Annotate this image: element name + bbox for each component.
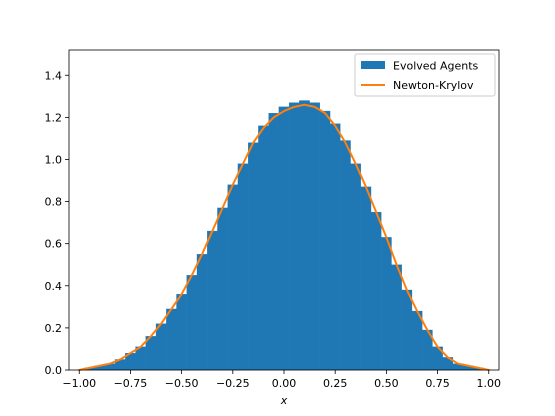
y-tick-label: 0.0 <box>45 364 63 377</box>
line-series-layer <box>78 103 490 371</box>
x-axis-label: x <box>280 394 288 407</box>
histogram-bar <box>176 294 187 371</box>
x-tick-label: 0.25 <box>323 377 348 390</box>
histogram-bar <box>155 323 167 371</box>
histogram-bar <box>381 237 392 371</box>
x-tick-label: −1.00 <box>62 377 96 390</box>
y-tick-label: 1.4 <box>45 69 63 82</box>
histogram-bar <box>237 163 249 371</box>
histogram-bar <box>227 184 239 371</box>
histogram-bar <box>248 142 259 371</box>
ticks: −1.00 −0.75 −0.50 −0.25 0.00 0.25 0.50 0.75 1.00… <box>45 69 502 390</box>
histogram-bar <box>391 264 402 371</box>
legend-label-evolved-agents: Evolved Agents <box>393 60 479 73</box>
legend: Evolved Agents Newton-Krylov <box>354 53 496 97</box>
histogram-bar <box>217 207 228 371</box>
histogram-bar <box>319 110 331 371</box>
y-tick-label: 1.2 <box>45 111 63 124</box>
histogram-bar <box>329 123 341 371</box>
y-tick-label: 0.8 <box>45 196 63 209</box>
histogram-bar <box>166 308 177 371</box>
x-tick-label: 1.00 <box>477 377 502 390</box>
histogram-bar <box>268 113 280 371</box>
histogram-bar <box>411 310 423 371</box>
histogram-bar <box>370 211 382 371</box>
x-tick-label: −0.75 <box>114 377 148 390</box>
y-tick-label: 1.0 <box>45 153 63 166</box>
x-tick-label: 0.75 <box>425 377 450 390</box>
y-tick-label: 0.2 <box>45 322 63 335</box>
histogram-bar <box>278 106 290 371</box>
histogram-bar <box>340 140 351 371</box>
legend-label-newton-krylov: Newton-Krylov <box>393 79 474 92</box>
x-tick-label: −0.50 <box>165 377 199 390</box>
y-tick-label: 0.4 <box>45 280 63 293</box>
y-tick-label: 0.6 <box>45 238 63 251</box>
histogram-bar <box>288 102 300 371</box>
legend-swatch-evolved-agents <box>361 61 385 69</box>
histogram-bar <box>350 163 361 371</box>
histogram-bars <box>84 100 484 371</box>
x-tick-label: −0.25 <box>216 377 250 390</box>
newton-krylov-line <box>78 103 490 371</box>
histogram-bar <box>258 125 269 371</box>
histogram-bar <box>309 102 320 371</box>
legend-box <box>354 53 496 97</box>
x-tick-label: 0.00 <box>272 377 297 390</box>
histogram-bar <box>186 275 198 371</box>
histogram-bar <box>135 346 146 371</box>
histogram-bar <box>207 230 218 371</box>
histogram-bar <box>401 289 413 371</box>
histogram-bar <box>196 254 208 371</box>
histogram-bar <box>299 100 310 371</box>
histogram-bar <box>360 186 372 371</box>
x-tick-label: 0.50 <box>374 377 399 390</box>
